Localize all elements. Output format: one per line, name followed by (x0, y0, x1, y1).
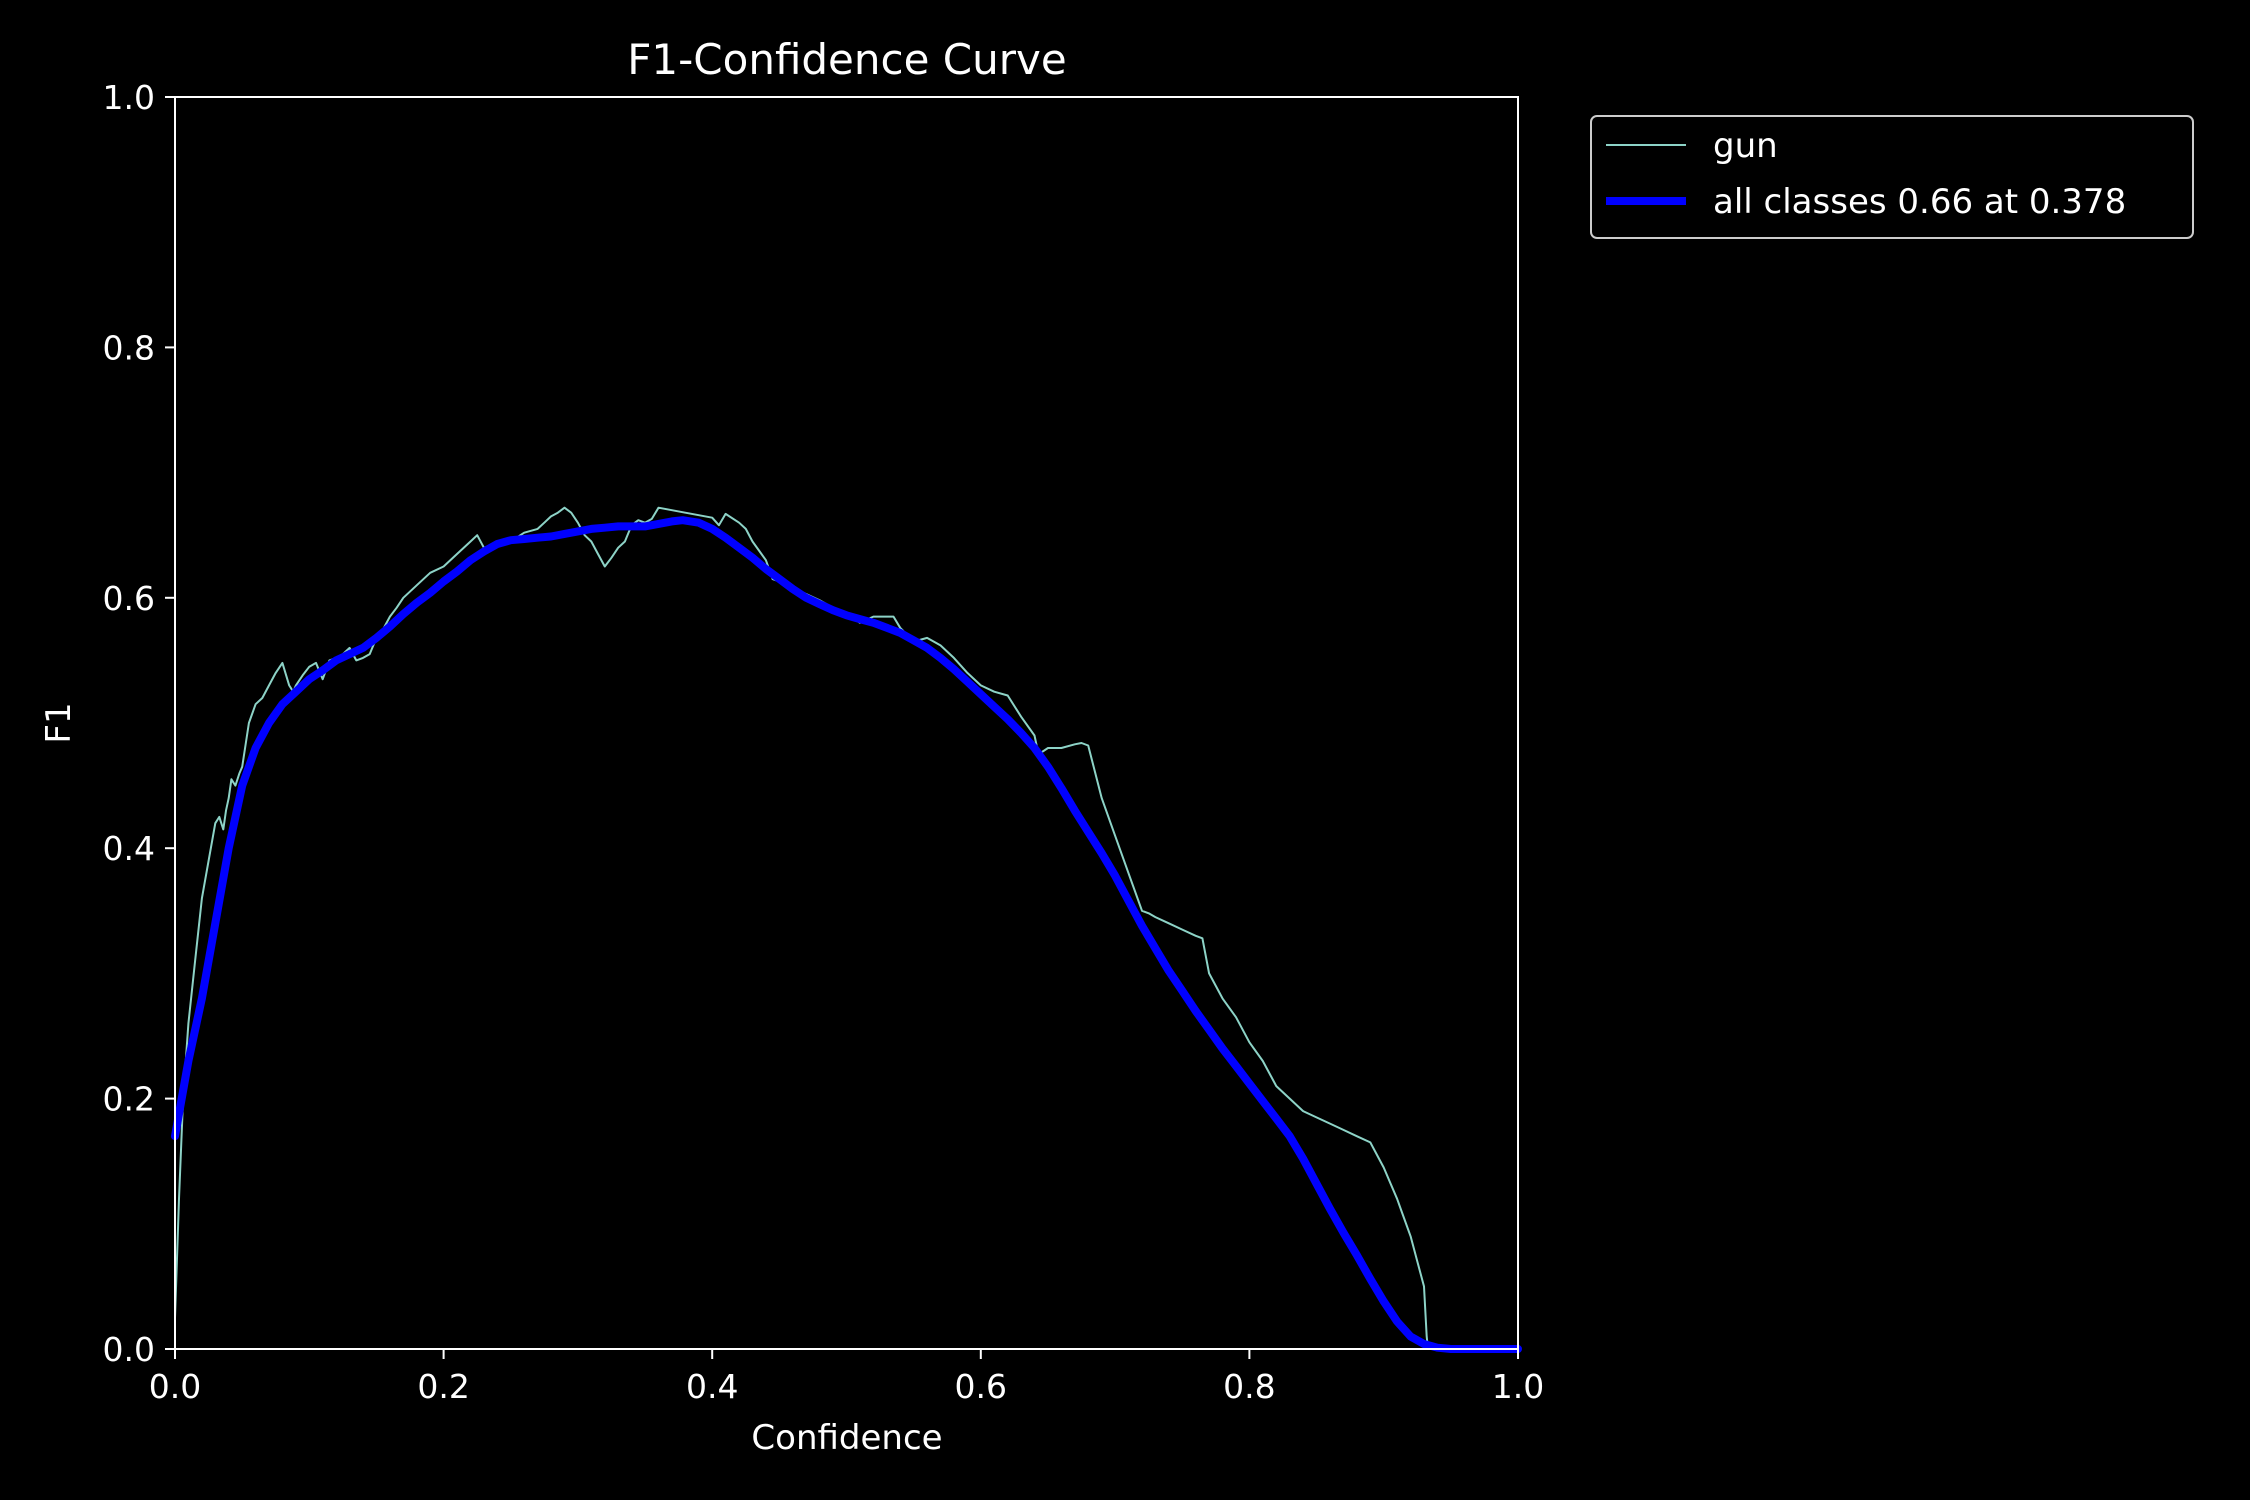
x-tick-label: 0.4 (686, 1367, 738, 1406)
x-tick-label: 0.6 (955, 1367, 1007, 1406)
y-axis-ticks: 0.0 0.2 0.4 0.6 0.8 1.0 (103, 78, 175, 1369)
series-line-all-classes (171, 516, 1522, 1353)
plot-lines (171, 506, 1522, 1353)
x-axis-ticks: 0.0 0.2 0.4 0.6 0.8 1.0 (149, 1349, 1544, 1406)
x-tick-label: 0.8 (1223, 1367, 1275, 1406)
y-axis-label: F1 (39, 702, 79, 743)
y-tick-label: 0.0 (103, 1330, 155, 1369)
x-tick-label: 0.0 (149, 1367, 201, 1406)
y-tick-label: 0.6 (103, 579, 155, 618)
legend-label-gun: gun (1713, 126, 1778, 166)
x-axis-label: Confidence (751, 1418, 942, 1458)
y-tick-label: 0.2 (103, 1080, 155, 1119)
legend: gun all classes 0.66 at 0.378 (1590, 115, 2194, 239)
plot-frame (174, 96, 1519, 1350)
y-tick-label: 0.4 (103, 829, 155, 868)
x-tick-label: 0.2 (417, 1367, 469, 1406)
legend-label-all-classes: all classes 0.66 at 0.378 (1713, 182, 2126, 222)
y-tick-label: 0.8 (103, 328, 155, 367)
legend-box (1590, 115, 2194, 239)
y-tick-label: 1.0 (103, 78, 155, 117)
x-tick-label: 1.0 (1492, 1367, 1544, 1406)
chart-title: F1-Confidence Curve (627, 35, 1066, 84)
